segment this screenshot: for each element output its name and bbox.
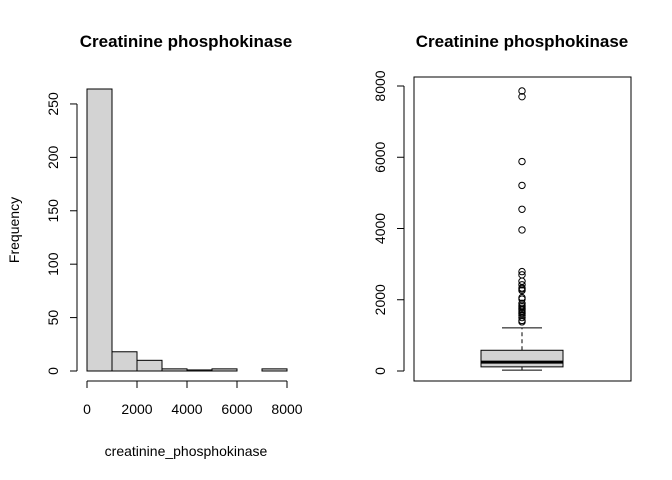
boxplot-title: Creatinine phosphokinase	[416, 32, 629, 51]
boxplot-y-tick-label: 0	[372, 367, 388, 375]
histogram-y-tick-label: 100	[45, 252, 61, 276]
histogram-bar	[136, 359, 163, 372]
histogram-y-label: Frequency	[6, 197, 22, 263]
boxplot-outlier	[518, 205, 526, 213]
boxplot-panel: Creatinine phosphokinase 0 2000 4000 6000 80…	[372, 32, 632, 382]
boxplot-outlier	[518, 92, 526, 101]
histogram-y-axis: 0 50 100 150 200 250	[45, 92, 78, 375]
histogram-x-tick-label: 2000	[121, 401, 152, 417]
histogram-y-tick-label: 250	[45, 92, 61, 116]
boxplot-outlier	[518, 267, 526, 276]
boxplot-y-tick-label: 4000	[372, 213, 388, 244]
boxplot-outlier	[518, 181, 526, 190]
boxplot-outlier	[518, 226, 526, 234]
boxplot-outlier	[518, 281, 526, 289]
histogram-bar	[161, 368, 188, 372]
histogram-y-tick-label: 200	[45, 145, 61, 169]
boxplot-outlier	[518, 299, 526, 308]
boxplot-frame	[413, 76, 632, 382]
boxplot-y-tick-label: 2000	[372, 284, 388, 315]
histogram-title: Creatinine phosphokinase	[80, 32, 293, 51]
boxplot-box	[480, 349, 564, 368]
boxplot-outlier	[518, 157, 526, 166]
histogram-x-axis: 0 2000 4000 6000 8000	[83, 380, 303, 417]
histogram-bar	[261, 368, 288, 372]
histogram-x-tick-label: 4000	[171, 401, 202, 417]
boxplot-marks	[480, 87, 564, 371]
histogram-bars	[86, 88, 288, 372]
histogram-bar	[111, 351, 138, 372]
histogram-x-tick-label: 6000	[221, 401, 252, 417]
boxplot-outlier	[518, 271, 526, 279]
histogram-panel: Creatinine phosphokinase 0 2000 4000 6000 80…	[6, 32, 303, 459]
histogram-bar	[86, 88, 113, 372]
histogram-bar	[211, 368, 238, 372]
boxplot-y-tick-label: 6000	[372, 141, 388, 172]
histogram-y-tick-label: 0	[45, 367, 61, 375]
histogram-y-tick-label: 150	[45, 199, 61, 223]
histogram-x-label: creatinine_phosphokinase	[105, 443, 268, 459]
boxplot-y-tick-label: 8000	[372, 70, 388, 101]
histogram-x-tick-label: 0	[83, 401, 91, 417]
histogram-bar	[186, 369, 213, 372]
boxplot-y-axis: 0 2000 4000 6000 8000	[372, 70, 405, 375]
boxplot-outlier	[518, 87, 526, 95]
boxplot-outlier	[518, 293, 526, 302]
histogram-y-tick-label: 50	[45, 310, 61, 326]
histogram-x-tick-label: 8000	[271, 401, 302, 417]
